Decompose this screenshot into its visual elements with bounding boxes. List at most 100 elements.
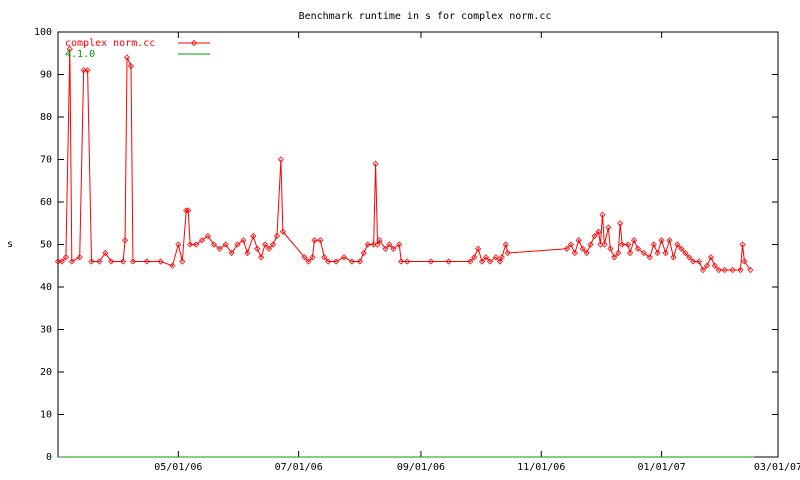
data-point [266,245,273,252]
data-point [496,258,503,265]
data-point [228,249,235,257]
data-point [502,241,509,248]
data-point [187,241,194,248]
data-point [210,241,217,248]
data-point [325,258,332,265]
data-point [374,241,381,248]
data-point [108,258,115,265]
data-point [707,254,714,261]
data-point [273,232,281,240]
y-axis-label: s [7,239,13,250]
legend-label: 4.1.0 [65,49,95,60]
data-point [396,241,403,248]
data-point [204,232,211,240]
data-point [169,262,176,269]
y-tick-label: 40 [40,282,52,293]
data-point [674,241,681,248]
data-point [96,258,103,265]
data-point [619,241,626,248]
data-point [340,254,348,261]
data-point [234,241,241,248]
data-point [666,237,673,244]
data-point [634,245,642,252]
data-point [58,258,66,265]
data-point [269,241,277,248]
data-point [715,266,722,274]
data-point [309,254,316,261]
data-point [479,258,486,265]
data-point [386,241,393,248]
data-point [467,258,474,265]
data-point [654,249,661,257]
data-point [741,258,748,265]
data-point [739,241,746,248]
data-point [427,258,434,265]
data-point [222,241,229,248]
data-point [626,249,634,257]
data-point [370,241,377,248]
data-point [646,254,653,261]
data-point [398,258,405,265]
data-point [348,258,355,265]
data-point [591,232,598,240]
data-point [277,156,284,163]
data-point [650,241,657,248]
y-tick-label: 50 [40,240,52,251]
data-point [120,258,127,265]
data-point [66,45,73,53]
y-tick-label: 10 [40,410,52,421]
data-point [682,249,689,257]
data-point [747,266,754,274]
data-point [617,220,624,227]
data-point [333,258,340,265]
data-point [364,241,371,248]
data-point [597,241,604,248]
data-point [301,254,308,261]
data-point [321,254,328,261]
data-point [492,254,499,261]
data-point [122,237,129,244]
data-point [615,249,622,257]
data-point [445,258,452,265]
data-point [127,62,135,70]
data-point [587,241,594,248]
data-point [640,249,647,257]
data-point [62,254,69,261]
x-tick-label: 01/01/07 [638,462,686,473]
data-point [360,249,367,257]
data-point [658,237,665,244]
x-tick-label: 09/01/06 [397,462,445,473]
y-tick-label: 70 [40,155,52,166]
chart-title: Benchmark runtime in s for complex norm.… [299,11,552,22]
data-point [123,54,131,61]
data-point [157,258,164,265]
data-point [254,245,261,252]
data-point [579,245,586,252]
data-point [486,258,494,265]
data-point [262,241,269,248]
data-point [102,249,109,257]
data-point [498,254,505,261]
data-point [356,258,363,265]
x-tick-label: 05/01/06 [154,462,202,473]
y-tick-label: 20 [40,367,52,378]
data-point [595,228,602,235]
data-point [376,237,383,244]
data-point [317,237,324,244]
data-point [404,258,411,265]
x-tick-label: 07/01/06 [275,462,323,473]
data-point [179,258,186,265]
data-point [686,254,693,261]
data-point [571,249,578,257]
y-tick-label: 60 [40,197,52,208]
data-point [84,67,91,74]
data-point [662,249,669,257]
data-point [305,258,312,265]
data-point [670,254,677,261]
data-point [185,207,192,214]
x-tick-label: 03/01/07 [754,462,800,473]
data-point [611,254,618,261]
data-point [567,241,574,248]
